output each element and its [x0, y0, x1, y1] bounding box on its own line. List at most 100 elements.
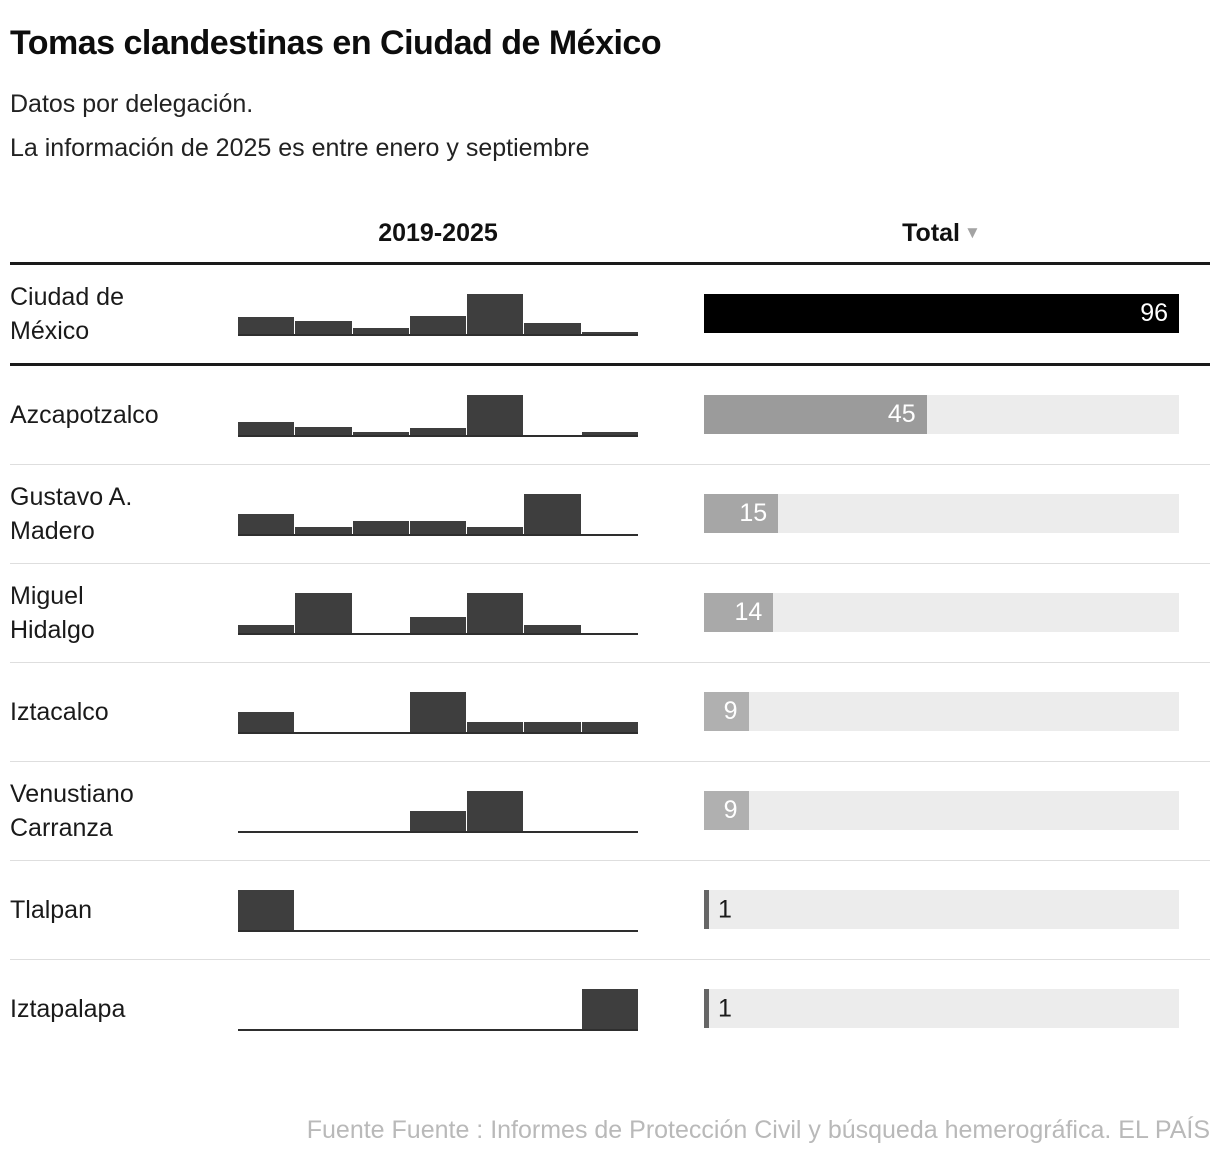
row-label: Ciudad de México: [10, 280, 238, 348]
page-title: Tomas clandestinas en Ciudad de México: [10, 24, 662, 62]
total-bar-cell: 1: [704, 890, 1179, 929]
row-label: Tlalpan: [10, 893, 238, 927]
sparkline-chart: [238, 788, 638, 833]
spark-bar-2020: [295, 426, 353, 435]
total-bar: 45: [704, 395, 927, 434]
total-value: 9: [723, 796, 738, 824]
row-divider: [10, 661, 1210, 663]
sparkline-chart: [238, 986, 638, 1031]
sparkline-bars: [238, 590, 638, 635]
total-bar-track: 9: [704, 692, 1179, 731]
spark-bar-2023: [467, 593, 525, 633]
spark-bar-2023: [467, 395, 525, 435]
row-label: Venustiano Carranza: [10, 777, 238, 845]
sparkline-chart: [238, 689, 638, 734]
spark-bar-2024: [524, 494, 582, 534]
spark-bar-2019: [238, 625, 296, 633]
spark-bar-2023: [467, 722, 525, 732]
spark-bar-2022: [409, 617, 468, 633]
source-footer: Fuente Fuente : Informes de Protección C…: [306, 1115, 1210, 1144]
row-label-line: Gustavo A.: [10, 482, 133, 511]
total-value: 1: [717, 895, 732, 923]
spark-bar-2022: [409, 428, 468, 435]
spark-bar-2019: [238, 712, 296, 732]
spark-bar-2020: [295, 593, 353, 633]
row-label-line: Madero: [10, 516, 95, 545]
total-bar: [704, 989, 709, 1028]
total-value: 15: [739, 499, 768, 527]
row-label-line: Ciudad de: [10, 282, 124, 311]
spark-bar-2022: [409, 520, 468, 534]
row-divider: [10, 958, 1210, 960]
spark-bar-2024: [524, 722, 582, 732]
total-bar-track: 45: [704, 395, 1179, 434]
table-row: Ciudad de México 96: [10, 265, 1210, 363]
header-divider: [10, 261, 1210, 265]
spark-bar-2019: [238, 421, 296, 435]
sparkline-bars: [238, 291, 638, 336]
spark-bar-2021: [352, 328, 410, 334]
spark-bar-2025: [581, 431, 638, 435]
table-row: Azcapotzalco 45: [10, 366, 1210, 464]
row-divider: [10, 760, 1210, 762]
total-bar: 96: [704, 294, 1179, 333]
total-bar-cell: 9: [704, 692, 1179, 731]
total-bar-track: 1: [704, 890, 1179, 929]
row-label-line: Azcapotzalco: [10, 400, 159, 429]
row-label: Gustavo A. Madero: [10, 480, 238, 548]
spark-bar-2021: [352, 431, 410, 435]
total-bar: 9: [704, 692, 749, 731]
table-row: Tlalpan 1: [10, 861, 1210, 959]
row-label-line: Tlalpan: [10, 895, 92, 924]
total-bar-cell: 96: [704, 294, 1179, 333]
total-value: 14: [734, 598, 763, 626]
row-label-line: México: [10, 316, 90, 345]
column-header-years: 2019-2025: [378, 218, 498, 247]
spark-bar-2023: [467, 294, 525, 334]
spark-bar-2024: [524, 322, 582, 334]
table-row: Gustavo A. Madero 15: [10, 465, 1210, 563]
row-divider: [10, 362, 1210, 366]
row-label: Iztacalco: [10, 695, 238, 729]
total-value: 1: [717, 994, 732, 1022]
sparkline-bars: [238, 689, 638, 734]
total-bar-cell: 45: [704, 395, 1179, 434]
row-divider: [10, 859, 1210, 861]
table-row: Miguel Hidalgo 14: [10, 564, 1210, 662]
total-bar: 15: [704, 494, 779, 533]
sparkline-bars: [238, 788, 638, 833]
spark-bar-2022: [409, 316, 468, 334]
spark-bar-2021: [352, 520, 410, 534]
total-bar-track: 15: [704, 494, 1179, 533]
subtitle-line-1: Datos por delegación.: [10, 90, 254, 118]
total-bar: [704, 890, 709, 929]
column-header-total-label: Total: [902, 218, 961, 247]
row-label: Iztapalapa: [10, 992, 238, 1026]
total-value: 45: [887, 400, 916, 428]
spark-bar-2020: [295, 320, 353, 334]
sparkline-chart: [238, 590, 638, 635]
sparkline-chart: [238, 491, 638, 536]
total-value: 96: [1140, 299, 1168, 327]
sparkline-bars: [238, 887, 638, 932]
spark-bar-2022: [409, 692, 468, 732]
table-body: Ciudad de México 96 Azcapotzalco 45 Gusta…: [10, 265, 1210, 1058]
sparkline-bars: [238, 392, 638, 437]
total-bar-track: 9: [704, 791, 1179, 830]
row-label-line: Venustiano: [10, 779, 134, 808]
table-row: Iztapalapa 1: [10, 960, 1210, 1058]
spark-bar-2024: [524, 625, 582, 633]
total-bar-cell: 15: [704, 494, 1179, 533]
sparkline-bars: [238, 491, 638, 536]
table-header: 2019-2025 Total ▼: [10, 219, 1210, 248]
total-bar-cell: 14: [704, 593, 1179, 632]
spark-bar-2025: [581, 722, 638, 732]
row-label-line: Iztacalco: [10, 697, 109, 726]
row-label: Miguel Hidalgo: [10, 579, 238, 647]
sparkline-bars: [238, 986, 638, 1031]
total-bar: 14: [704, 593, 774, 632]
column-header-total[interactable]: Total ▼: [704, 219, 1179, 248]
row-label-line: Carranza: [10, 813, 113, 842]
total-bar-track: 1: [704, 989, 1179, 1028]
